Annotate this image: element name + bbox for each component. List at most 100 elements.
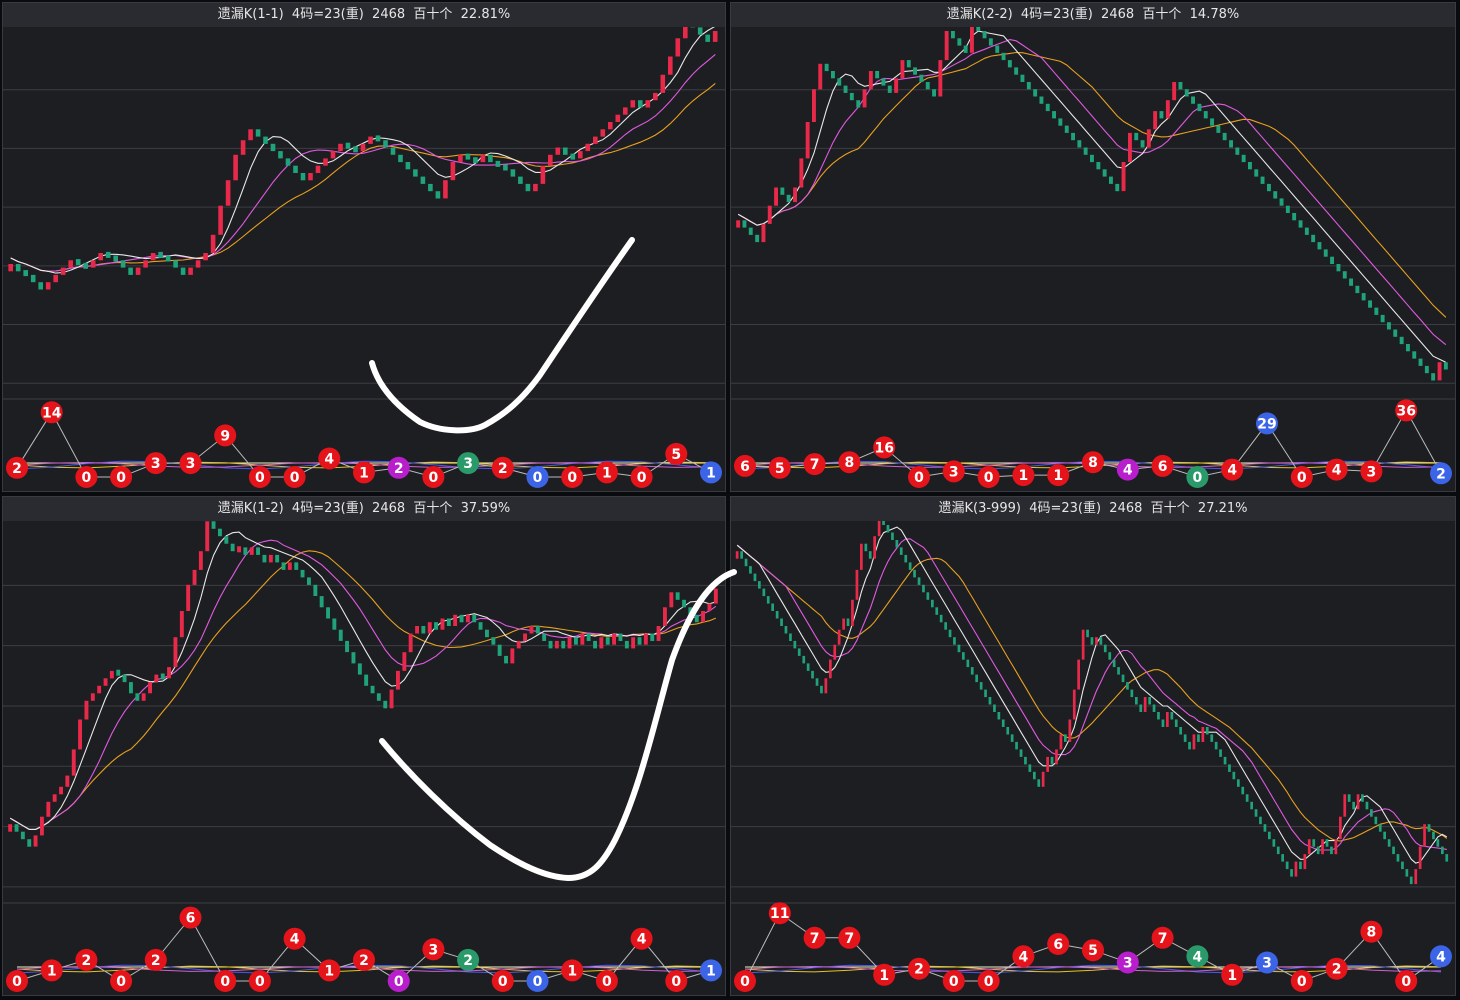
ball-circle [40,959,63,982]
ball-label: 14 [42,405,62,421]
ball-circle [457,948,480,971]
candle [1412,351,1417,359]
ball-label: 0 [533,470,543,486]
ball-label: 4 [290,932,300,948]
candle [1406,344,1410,352]
candle [120,260,126,268]
candle [802,655,806,664]
candle [982,31,987,39]
candle [683,27,688,39]
candle [1219,749,1222,757]
candle [40,816,44,836]
candle [962,652,965,660]
candle [472,614,477,623]
candle [1109,176,1113,184]
ball-label: 0 [220,974,230,990]
candle [459,614,464,623]
candle [65,775,70,787]
omission-ball: 0 [248,970,271,992]
ball-label: 1 [47,963,57,979]
candle [567,637,572,649]
candle [1010,734,1014,742]
ball-circle [908,957,930,980]
omission-ball: 1 [1012,464,1035,487]
candle [30,274,36,283]
candle [1304,227,1309,235]
candle [881,78,886,86]
candle [631,637,636,649]
ball-label: 1 [567,963,577,979]
candle [605,637,610,645]
omission-ball: 2 [387,456,410,479]
ball-circle [318,447,341,470]
ball-circle [353,461,375,484]
candle [533,183,538,192]
candle [753,573,757,582]
ball-label: 0 [984,470,994,486]
ball-label: 29 [1257,416,1276,432]
candle [1336,264,1341,272]
candle [1263,824,1267,832]
candle [975,674,978,683]
candle [599,637,604,649]
candle [786,194,791,203]
ball-circle [630,927,653,950]
candle [516,640,521,649]
ball-label: 0 [82,470,92,486]
candle [1210,734,1214,742]
candle [1153,111,1158,130]
candle [957,38,962,46]
candle [465,153,471,160]
ball-label: 8 [845,455,855,471]
candle [368,136,373,144]
candle [1210,118,1214,126]
candle [495,160,501,167]
candle [1330,846,1333,855]
omission-ball: 0 [561,466,584,488]
candle [957,644,961,653]
candle [669,592,674,608]
candle [1228,764,1231,772]
candle [180,267,186,275]
candle [1128,132,1132,162]
ball-label: 4 [1019,949,1029,965]
ball-label: 0 [637,470,647,486]
candle [1135,697,1138,705]
candle [1276,846,1280,855]
candle [1071,132,1075,141]
candle [353,146,358,153]
omission-ball: 1 [561,959,584,982]
candle [205,521,210,552]
candle [1237,779,1240,787]
panel-title: 遗漏K(1-1) 4码=23(重) 2468 百十个 22.81% [3,3,725,27]
omission-ball: 0 [734,970,756,992]
omission-ball: 4 [1221,458,1244,481]
candle [938,60,943,97]
ball-circle [873,963,896,986]
candle [860,543,863,570]
candle [939,614,943,623]
candle [443,180,448,199]
candle [1361,794,1364,802]
candle [233,154,238,181]
candle [1148,697,1151,705]
omission-ball: 6 [1151,454,1174,477]
omission-ball: 2 [75,948,98,971]
candle [285,158,291,166]
candle [675,38,681,57]
candle [396,670,400,690]
candle [818,63,823,90]
candle [1441,846,1444,855]
candle [129,682,133,694]
candle [906,60,911,68]
candle [1317,242,1322,250]
candle [345,640,349,653]
ball-circle [665,442,688,465]
candle [979,682,983,690]
candle [248,129,253,141]
candle [1387,839,1391,847]
candle [701,611,705,623]
candle [122,674,127,683]
candle [1139,704,1143,712]
candle [1121,162,1126,192]
